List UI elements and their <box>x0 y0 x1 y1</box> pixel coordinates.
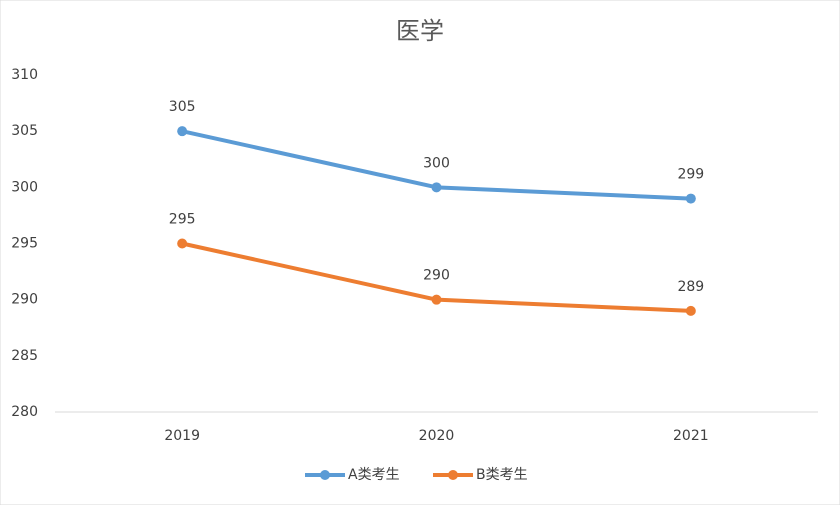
y-tick-label: 310 <box>11 67 38 83</box>
y-tick-label: 305 <box>11 123 38 139</box>
legend-label: B类考生 <box>476 467 528 483</box>
x-tick-label: 2019 <box>164 428 200 444</box>
legend-label: A类考生 <box>348 467 400 483</box>
data-label: 305 <box>169 99 196 115</box>
x-tick-label: 2020 <box>419 428 455 444</box>
data-label: 295 <box>169 212 196 228</box>
data-point <box>177 126 188 137</box>
data-point <box>177 238 188 249</box>
data-point <box>431 294 442 305</box>
y-tick-label: 300 <box>11 179 38 195</box>
data-point <box>685 305 696 316</box>
legend-marker <box>320 470 330 480</box>
data-label: 290 <box>423 268 450 284</box>
y-tick-label: 295 <box>11 236 38 252</box>
y-tick-label: 290 <box>11 292 38 308</box>
data-point <box>685 193 696 204</box>
data-label: 299 <box>677 167 704 183</box>
data-label: 300 <box>423 155 450 171</box>
data-point <box>431 182 442 193</box>
legend-marker <box>448 470 458 480</box>
x-tick-label: 2021 <box>673 428 709 444</box>
chart-title: 医学 <box>396 17 444 45</box>
y-tick-label: 285 <box>11 348 38 364</box>
data-label: 289 <box>677 279 704 295</box>
y-tick-label: 280 <box>11 404 38 420</box>
